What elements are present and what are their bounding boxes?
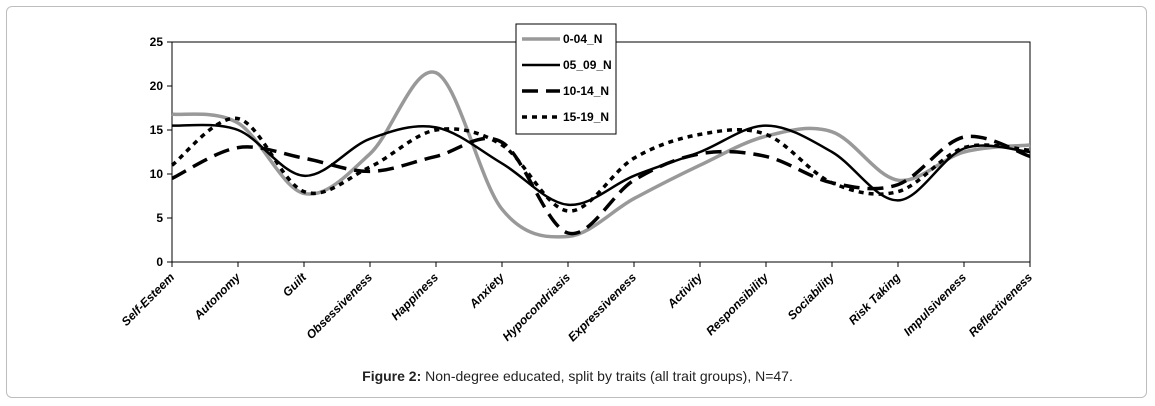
- legend-label: 0-04_N: [563, 32, 602, 46]
- caption-text: Non-degree educated, split by traits (al…: [421, 368, 793, 384]
- x-tick-label: Activity: [664, 269, 706, 311]
- y-tick-label: 5: [156, 211, 163, 225]
- series-line-10-14_N: [171, 134, 1031, 236]
- series-line-0-04_N: [171, 70, 1031, 239]
- legend-label: 10-14_N: [563, 84, 609, 98]
- x-tick-label: Self-Esteem: [119, 270, 178, 329]
- y-tick-label: 15: [150, 123, 164, 137]
- y-tick-label: 20: [150, 79, 164, 93]
- x-tick-label: Anxiety: [466, 269, 508, 311]
- x-tick-label: Expressiveness: [565, 270, 639, 344]
- x-tick-label: Reflectiveness: [966, 270, 1036, 340]
- x-tick-label: Happiness: [388, 270, 441, 323]
- legend-label: 05_09_N: [563, 58, 612, 72]
- chart-legend: 0-04_N 05_09_N 10-14_N 15-19_N: [515, 23, 617, 135]
- x-tick-label: Autonomy: [191, 269, 244, 322]
- x-tick-label: Hypocondriasis: [500, 270, 574, 344]
- series-line-05_09_N: [171, 123, 1031, 207]
- x-tick-label: Impulsiveness: [901, 270, 970, 339]
- caption-label: Figure 2:: [362, 368, 422, 384]
- figure-caption: Figure 2: Non-degree educated, split by …: [0, 368, 1155, 384]
- legend-label: 15-19_N: [563, 110, 609, 124]
- y-tick-label: 0: [156, 255, 163, 269]
- x-tick-label: Obsessiveness: [303, 270, 375, 342]
- y-tick-label: 25: [150, 35, 164, 49]
- x-tick-label: Responsibility: [703, 269, 772, 338]
- x-tick-label: Guilt: [280, 270, 310, 300]
- series-line-15-19_N: [170, 116, 1031, 213]
- y-tick-label: 10: [150, 167, 164, 181]
- x-tick-label: Risk Taking: [846, 270, 904, 328]
- chart-series: [170, 70, 1031, 239]
- line-chart: 0 5 10 15 20 25 Self-Esteem Autonomy GuiltObsess…: [119, 23, 1036, 344]
- x-tick-label: Sociability: [785, 269, 838, 322]
